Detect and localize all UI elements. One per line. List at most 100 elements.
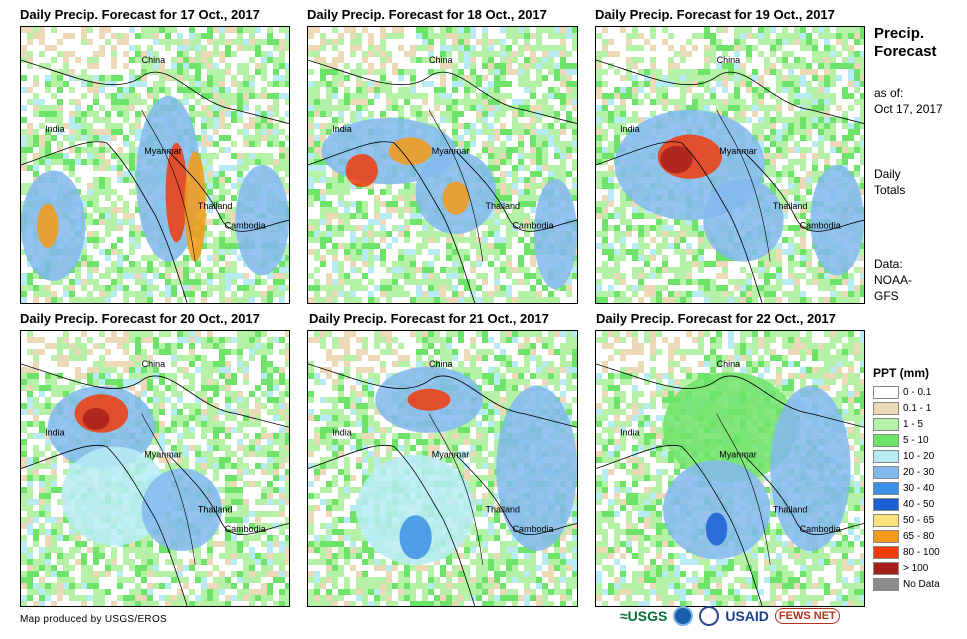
usaid-logo: USAID	[725, 608, 769, 624]
label-china: China	[142, 359, 166, 369]
legend-label: 50 - 65	[903, 514, 935, 526]
label-thailand: Thailand	[486, 201, 521, 211]
totals-label: Totals	[874, 183, 906, 197]
data-label: Data:	[874, 257, 903, 271]
ppt-legend: PPT (mm) 0 - 0.1 0.1 - 1 1 - 5 5 - 10 10 - 2…	[873, 366, 940, 592]
legend-swatch	[873, 545, 899, 559]
legend-swatch	[873, 561, 899, 575]
label-india: India	[332, 124, 352, 134]
side-title-line2: Forecast	[874, 43, 937, 60]
forecast-map-1: China India Myanmar Thailand Cambodia	[20, 26, 290, 304]
label-thailand: Thailand	[198, 505, 233, 515]
label-myanmar: Myanmar	[144, 146, 182, 156]
legend-swatch	[873, 497, 899, 511]
forecast-map-4: China India Myanmar Thailand Cambodia	[20, 330, 290, 607]
noaa-logo-icon	[673, 606, 694, 626]
legend-swatch	[873, 513, 899, 527]
asof-label: as of:	[874, 86, 904, 100]
legend-swatch	[873, 465, 899, 479]
legend-label: 1 - 5	[903, 418, 924, 430]
label-india: India	[620, 428, 640, 438]
usaid-seal-icon	[699, 606, 720, 626]
legend-item: 30 - 40	[873, 480, 940, 496]
legend-swatch	[873, 401, 899, 415]
label-myanmar: Myanmar	[719, 450, 757, 460]
label-thailand: Thailand	[486, 505, 521, 515]
forecast-map-3: China India Myanmar Thailand Cambodia	[595, 26, 865, 304]
legend-swatch	[873, 529, 899, 543]
panel-title-5: Daily Precip. Forecast for 21 Oct., 2017	[309, 311, 549, 326]
usgs-logo: ≈USGS	[620, 608, 668, 624]
panel-title-1: Daily Precip. Forecast for 17 Oct., 2017	[20, 7, 260, 22]
side-title: Precip. Forecast	[874, 25, 937, 61]
label-cambodia: Cambodia	[800, 524, 841, 534]
legend-label: 0 - 0.1	[903, 386, 932, 398]
label-india: India	[45, 428, 65, 438]
label-china: China	[717, 55, 741, 65]
legend-item: 80 - 100	[873, 544, 940, 560]
forecast-map-5: China India Myanmar Thailand Cambodia	[307, 330, 578, 607]
legend-item: No Data	[873, 576, 940, 592]
panel-title-4: Daily Precip. Forecast for 20 Oct., 2017	[20, 311, 260, 326]
label-cambodia: Cambodia	[225, 220, 266, 230]
legend-item: 5 - 10	[873, 432, 940, 448]
legend-label: 5 - 10	[903, 434, 929, 446]
legend-swatch	[873, 385, 899, 399]
label-thailand: Thailand	[198, 201, 233, 211]
data-source-block: Data: NOAA- GFS	[874, 256, 912, 304]
label-myanmar: Myanmar	[432, 450, 470, 460]
label-china: China	[717, 359, 741, 369]
legend-label: 80 - 100	[903, 546, 940, 558]
legend-swatch	[873, 417, 899, 431]
legend-label: 40 - 50	[903, 498, 935, 510]
label-cambodia: Cambodia	[800, 220, 841, 230]
asof-block: as of: Oct 17, 2017	[874, 85, 943, 117]
label-cambodia: Cambodia	[225, 524, 266, 534]
fews-net-logo: FEWS NET	[774, 608, 840, 624]
forecast-map-6: China India Myanmar Thailand Cambodia	[595, 330, 865, 607]
label-china: China	[429, 359, 453, 369]
legend-label: 0.1 - 1	[903, 402, 932, 414]
legend-label: 20 - 30	[903, 466, 935, 478]
label-india: India	[620, 124, 640, 134]
legend-item: 10 - 20	[873, 448, 940, 464]
legend-label: 30 - 40	[903, 482, 935, 494]
legend-label: > 100	[903, 562, 929, 574]
label-myanmar: Myanmar	[432, 146, 470, 156]
label-cambodia: Cambodia	[512, 220, 553, 230]
asof-date: Oct 17, 2017	[874, 102, 943, 116]
legend-item: 0.1 - 1	[873, 400, 940, 416]
legend-item: 40 - 50	[873, 496, 940, 512]
label-india: India	[332, 428, 352, 438]
legend-item: 65 - 80	[873, 528, 940, 544]
legend-item: 0 - 0.1	[873, 384, 940, 400]
legend-label: 10 - 20	[903, 450, 935, 462]
label-myanmar: Myanmar	[144, 450, 182, 460]
label-china: China	[429, 55, 453, 65]
daily-totals-block: Daily Totals	[874, 166, 905, 198]
legend-item: 20 - 30	[873, 464, 940, 480]
side-title-line1: Precip.	[874, 25, 925, 42]
legend-swatch	[873, 481, 899, 495]
legend-title: PPT (mm)	[873, 366, 930, 380]
label-cambodia: Cambodia	[512, 524, 553, 534]
legend-item: 1 - 5	[873, 416, 940, 432]
data-source-line2: GFS	[874, 289, 899, 303]
panel-title-6: Daily Precip. Forecast for 22 Oct., 2017	[596, 311, 836, 326]
legend-swatch	[873, 433, 899, 447]
daily-label: Daily	[874, 167, 901, 181]
legend-label: 65 - 80	[903, 530, 935, 542]
panel-title-2: Daily Precip. Forecast for 18 Oct., 2017	[307, 7, 547, 22]
label-thailand: Thailand	[773, 201, 808, 211]
legend-item: > 100	[873, 560, 940, 576]
map-credit: Map produced by USGS/EROS	[20, 614, 168, 625]
legend-label: No Data	[903, 578, 940, 590]
label-thailand: Thailand	[773, 505, 808, 515]
agency-logos: ≈USGS USAID FEWS NET	[620, 606, 840, 626]
legend-swatch	[873, 577, 899, 591]
legend-item: 50 - 65	[873, 512, 940, 528]
label-india: India	[45, 124, 65, 134]
label-myanmar: Myanmar	[719, 146, 757, 156]
forecast-map-2: China India Myanmar Thailand Cambodia	[307, 26, 578, 304]
legend-swatch	[873, 449, 899, 463]
